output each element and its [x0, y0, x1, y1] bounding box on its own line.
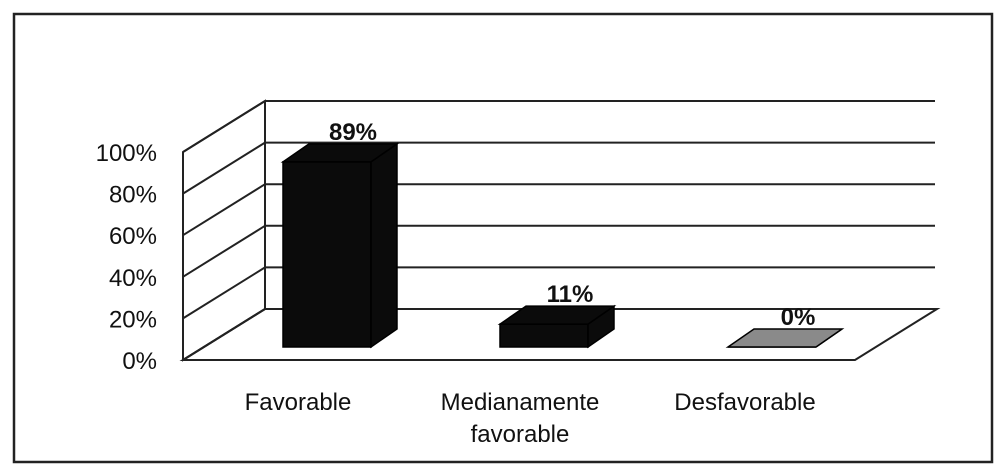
bar-top-2: [725, 328, 845, 348]
bar-top-1: [497, 305, 617, 325]
category-label: Desfavorable: [674, 389, 815, 416]
y-tick-label: 20%: [109, 306, 157, 333]
data-label: 89%: [329, 119, 377, 146]
gridline-side-5: [182, 100, 266, 153]
y-tick-label: 40%: [109, 265, 157, 292]
gridline-side-3: [182, 183, 266, 237]
chart-border: [12, 12, 994, 464]
y-tick-label: 0%: [122, 348, 157, 375]
bar-front-0: [282, 161, 372, 348]
data-label: 11%: [547, 281, 594, 308]
bar-top-0: [280, 143, 400, 163]
category-label: Medianamente: [441, 389, 600, 416]
data-labels: 89% 11% 0%: [329, 119, 815, 331]
gridline-side-4: [182, 141, 266, 195]
gridline-side-0: [182, 308, 266, 361]
bar-front-1: [499, 323, 589, 348]
bar-side-0: [370, 142, 398, 349]
left-wall: [182, 99, 266, 362]
category-label: Favorable: [245, 389, 352, 416]
gridline-side-1: [182, 266, 266, 320]
y-tick-label: 80%: [109, 182, 157, 209]
category-label: favorable: [471, 421, 570, 448]
x-axis-category-labels: Favorable Medianamente favorable Desfavorab…: [245, 389, 816, 448]
bars: [280, 142, 845, 349]
y-tick-label: 100%: [96, 140, 157, 167]
gridline-side-2: [182, 224, 266, 278]
y-tick-label: 60%: [109, 223, 157, 250]
data-label: 0%: [781, 304, 816, 331]
y-axis-tick-labels: 0% 20% 40% 60% 80% 100%: [96, 140, 157, 375]
